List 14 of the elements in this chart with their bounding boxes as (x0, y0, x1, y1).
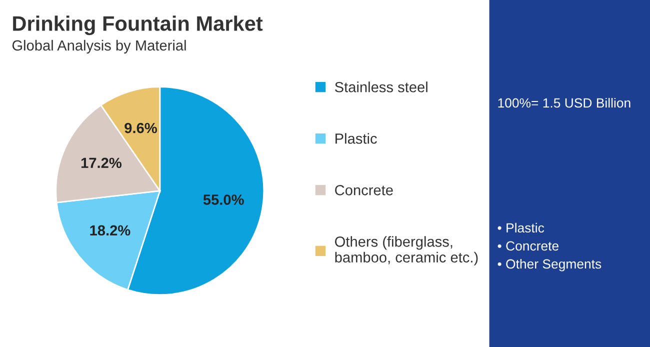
legend-label: Concrete (335, 184, 393, 196)
text: • Other Segments (498, 258, 602, 272)
legend-label: Others (fiberglass, bamboo, ceramic etc.) (335, 236, 478, 266)
data-label: 17.2% (81, 158, 122, 168)
data-label: 9.6% (124, 122, 157, 134)
legend-label: Stainless steel (334, 82, 428, 92)
chart-subtitle: Global Analysis by Material (12, 40, 186, 54)
legend-label: Plastic (336, 133, 377, 144)
text: 100%= 1.5 USD Billion (498, 98, 630, 108)
text: • Concrete (498, 241, 558, 251)
chart-title: Drinking Fountain Market (13, 16, 263, 36)
data-label: 18.2% (90, 225, 130, 236)
text: • Plastic (498, 222, 544, 233)
data-label: 55.0% (203, 194, 244, 205)
